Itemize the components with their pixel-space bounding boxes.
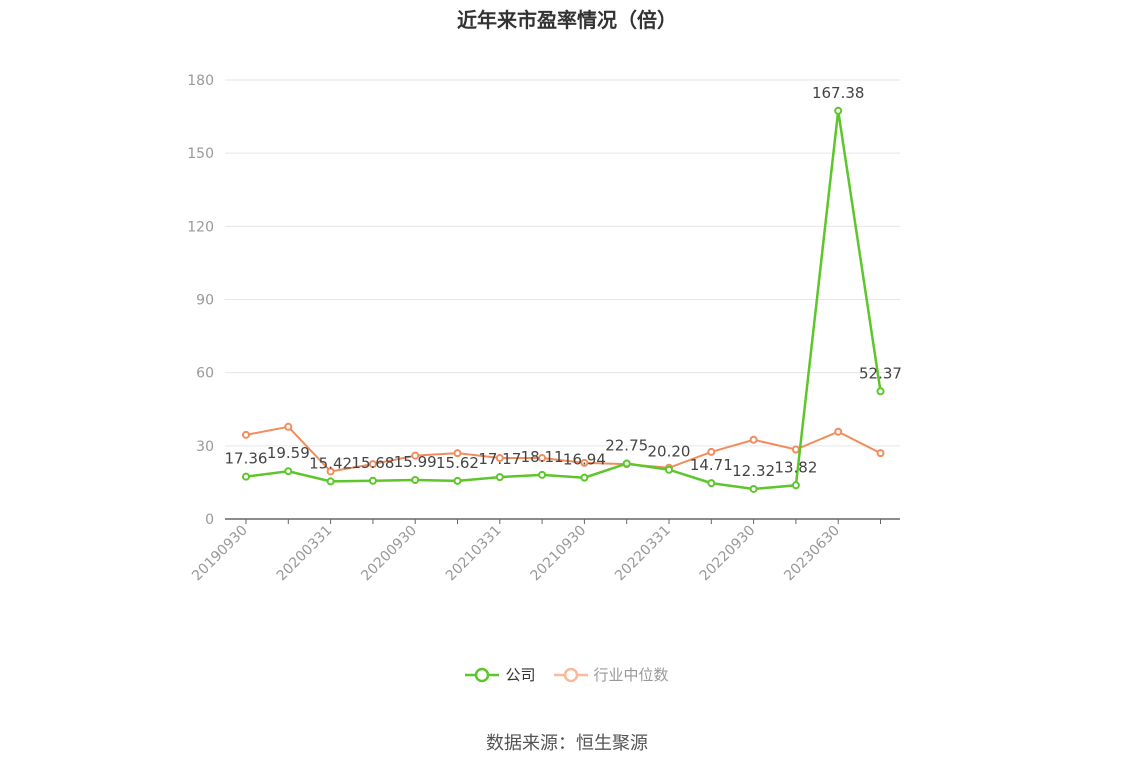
x-tick-label: 20200930 [358,523,420,585]
data-point [368,460,377,469]
data-point [411,451,420,460]
data-point [622,459,631,468]
data-label: 52.37 [859,364,902,382]
data-point [326,477,335,486]
series-line [245,425,881,473]
legend-swatch [553,667,588,682]
data-label: 15.42 [309,454,352,472]
data-label: 20.20 [648,443,691,461]
data-point [749,435,758,444]
data-point [538,470,547,479]
x-tick-label: 20210930 [528,523,590,585]
series-line [245,110,882,491]
y-tick-label: 180 [187,73,214,89]
y-tick-label: 150 [187,146,214,162]
x-tick-label: 20190930 [189,523,251,585]
data-label: 12.32 [732,462,775,480]
data-label: 17.17 [478,450,521,468]
data-point [791,481,800,490]
y-tick-label: 90 [196,293,214,309]
data-point [453,449,462,458]
data-label: 15.68 [351,454,394,472]
data-label: 15.99 [394,453,437,471]
x-tick-label: 20210331 [443,523,505,585]
data-point [834,106,843,115]
data-label: 16.94 [563,451,606,469]
y-tick-label: 120 [187,219,214,235]
y-tick-label: 30 [196,439,214,455]
data-point [495,454,504,463]
axes: 0 30 60 90 120 150 180 20190930 20200331 20200930… [187,73,900,584]
legend: 公司 行业中位数 [0,664,1134,685]
data-point [368,476,377,485]
x-tick-label: 20200331 [274,523,336,585]
data-point [665,465,673,474]
legend-label: 公司 [505,666,536,684]
data-label: 14.71 [690,456,733,474]
data-point [791,445,800,454]
data-point [876,449,885,458]
data-point [876,387,885,396]
legend-label: 行业中位数 [593,666,669,684]
x-tick-label: 20220331 [612,523,674,585]
y-tick-label: 60 [196,366,214,382]
data-label: 17.36 [225,450,268,468]
data-label: 13.82 [774,458,817,476]
data-label: 15.62 [436,454,479,472]
legend-item[interactable]: 行业中位数 [553,664,669,685]
legend-swatch [465,667,500,682]
y-tick-label: 0 [205,512,214,528]
data-label: 167.38 [812,84,865,102]
grid-lines [225,79,900,447]
data-point [834,427,843,436]
x-tick-label: 20220930 [697,523,759,585]
legend-item[interactable]: 公司 [465,664,536,685]
data-point [284,467,293,476]
data-point [453,476,462,485]
data-point [707,447,716,456]
data-point [326,467,335,476]
data-point [580,458,589,467]
data-point [411,476,420,485]
data-label: 18.11 [521,448,564,466]
chart-title: 近年来市盈率情况（倍） [457,8,677,32]
source-note: 数据来源：恒生聚源 [486,733,648,754]
data-label: 22.75 [605,437,648,455]
data-point [242,430,250,439]
data-point [580,473,589,482]
data-point [707,479,716,488]
series-lines [242,106,885,493]
data-point [495,473,504,482]
x-tick-label: 20230630 [781,523,843,585]
data-point [284,422,293,431]
data-point [749,484,758,493]
data-point [538,454,547,463]
data-label: 19.59 [267,444,310,462]
data-point [242,472,250,481]
